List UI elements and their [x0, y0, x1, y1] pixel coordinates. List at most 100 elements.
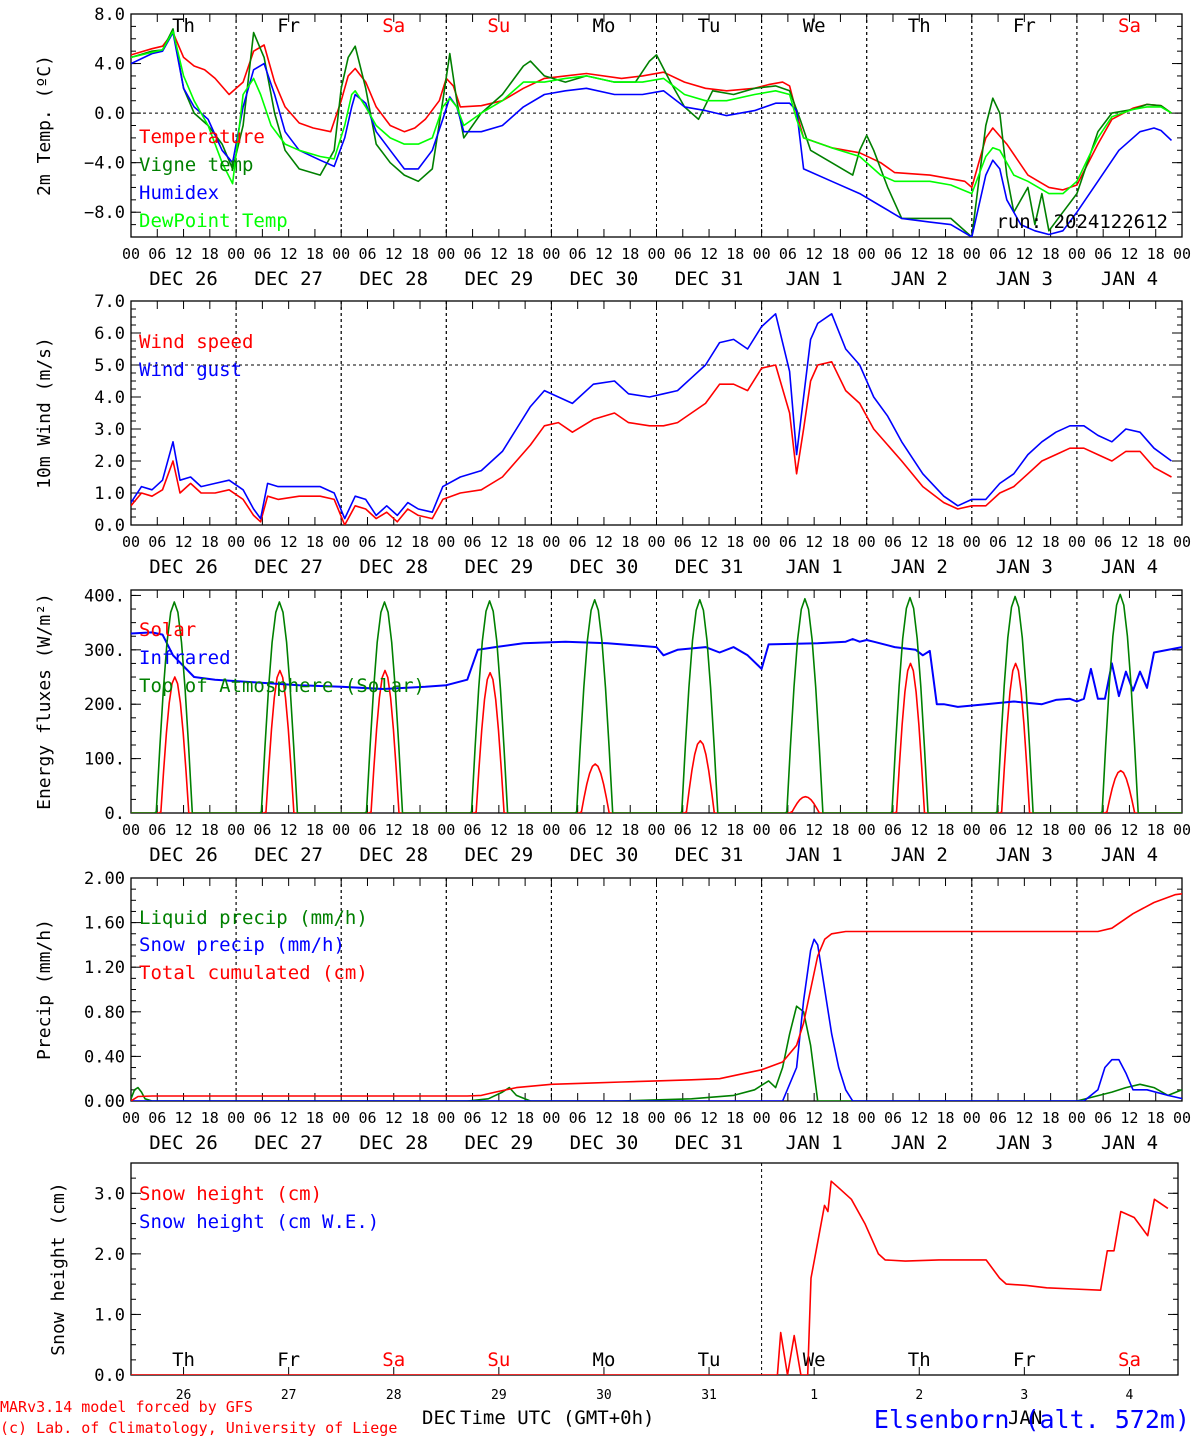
y-axis-label: Energy fluxes (W/m²) [34, 593, 55, 810]
x-hour-label: 00 [963, 245, 981, 263]
series-line-1 [131, 361, 1172, 525]
x-hour-label: 18 [306, 245, 324, 263]
series-line-4 [131, 30, 1172, 195]
x-hour-label: 00 [858, 821, 876, 839]
x-date-label: JAN 1 [786, 556, 843, 578]
y-tick-label: 0.00 [84, 1092, 125, 1112]
x-date-label: DEC 27 [254, 844, 323, 866]
x-hour-label: 18 [201, 533, 219, 551]
x-hour-label: 06 [569, 821, 587, 839]
x-hour-label: 12 [280, 1109, 298, 1127]
x-date-label: DEC 29 [465, 268, 534, 290]
x-hour-label: 06 [358, 533, 376, 551]
series-line-1 [131, 1005, 1182, 1101]
weekday-label: Mo [593, 1349, 616, 1371]
legend-label: Snow precip (mm/h) [139, 934, 345, 956]
x-hour-label: 06 [884, 533, 902, 551]
x-hour-label: 00 [647, 1109, 665, 1127]
x-hour-label: 00 [542, 533, 560, 551]
x-hour-label: 06 [884, 245, 902, 263]
weekday-label: We [803, 15, 826, 37]
weekday-label: Sa [382, 15, 405, 37]
y-tick-label: 0.0 [94, 516, 125, 536]
x-hour-label: 06 [1094, 245, 1112, 263]
x-hour-label: 06 [464, 245, 482, 263]
x-date-label: DEC 30 [570, 844, 639, 866]
x-date-label: JAN 2 [891, 1132, 948, 1154]
x-date-label: JAN 2 [891, 268, 948, 290]
x-hour-label: 18 [726, 1109, 744, 1127]
x-hour-label: 12 [595, 1109, 613, 1127]
x-date-label: JAN 2 [891, 844, 948, 866]
x-hour-label: 18 [306, 533, 324, 551]
y-axis-label: Snow height (cm) [48, 1182, 69, 1355]
x-hour-label: 12 [175, 821, 193, 839]
x-hour-label: 00 [332, 245, 350, 263]
x-hour-label: 06 [569, 533, 587, 551]
x-hour-label: 06 [569, 1109, 587, 1127]
x-hour-label: 12 [1015, 533, 1033, 551]
x-date-label: DEC 26 [149, 844, 218, 866]
series-line-3 [131, 893, 1182, 1101]
x-hour-label: 00 [122, 245, 140, 263]
x-hour-label: 12 [280, 821, 298, 839]
legend-label: Solar [139, 619, 196, 641]
x-day-number: 2 [915, 1388, 923, 1403]
y-tick-label: −8.0 [84, 203, 125, 223]
weekday-label: Fr [1013, 15, 1036, 37]
y-tick-label: 400. [84, 586, 125, 606]
x-date-label: JAN 3 [996, 844, 1053, 866]
x-hour-label: 18 [1042, 245, 1060, 263]
x-hour-label: 18 [936, 1109, 954, 1127]
y-tick-label: 2.0 [94, 452, 125, 472]
legend-label: Infrared [139, 647, 231, 669]
x-hour-label: 00 [1173, 1109, 1191, 1127]
x-hour-label: 12 [805, 821, 823, 839]
x-hour-label: 00 [1173, 533, 1191, 551]
x-date-label: DEC 29 [465, 1132, 534, 1154]
x-date-label: DEC 29 [465, 844, 534, 866]
footer-month-dec: DEC [422, 1407, 456, 1429]
x-hour-label: 18 [516, 533, 534, 551]
y-axis-label: 2m Temp. (ºC) [34, 55, 55, 196]
x-hour-label: 06 [779, 821, 797, 839]
x-day-number: 29 [491, 1388, 507, 1403]
x-hour-label: 06 [1094, 533, 1112, 551]
legend-label: Top of Atmosphere (Solar) [139, 675, 425, 697]
x-date-label: DEC 31 [675, 844, 744, 866]
x-hour-label: 06 [989, 533, 1007, 551]
x-hour-label: 00 [1068, 245, 1086, 263]
panel-2: 7.0 6.0 5.0 4.0 3.0 2.0 1.0 0.0 10m Wind (m/s) 00… [34, 292, 1191, 578]
y-tick-label: 0.0 [94, 104, 125, 124]
y-tick-label: 8.0 [94, 5, 125, 25]
x-hour-label: 18 [516, 1109, 534, 1127]
x-day-number: 27 [281, 1388, 297, 1403]
x-hour-label: 06 [674, 245, 692, 263]
y-tick-label: 3.0 [94, 1184, 125, 1204]
x-hour-label: 18 [1147, 1109, 1165, 1127]
x-hour-label: 12 [385, 821, 403, 839]
x-date-label: DEC 27 [254, 556, 323, 578]
x-hour-label: 06 [148, 533, 166, 551]
x-hour-label: 00 [122, 1109, 140, 1127]
y-tick-label: 4.0 [94, 55, 125, 75]
x-hour-label: 12 [910, 533, 928, 551]
y-tick-label: 100. [84, 750, 125, 770]
x-hour-label: 00 [437, 821, 455, 839]
x-hour-label: 06 [674, 821, 692, 839]
x-hour-label: 18 [726, 821, 744, 839]
y-tick-label: 1.60 [84, 914, 125, 934]
x-hour-label: 06 [148, 1109, 166, 1127]
x-hour-label: 06 [989, 1109, 1007, 1127]
x-hour-label: 12 [175, 1109, 193, 1127]
series-line-1 [131, 31, 1172, 191]
x-hour-label: 06 [674, 533, 692, 551]
x-hour-label: 18 [1147, 533, 1165, 551]
x-hour-label: 18 [831, 1109, 849, 1127]
x-day-number: 4 [1126, 1388, 1134, 1403]
x-hour-label: 00 [1068, 821, 1086, 839]
weekday-label: We [803, 1349, 826, 1371]
x-date-label: JAN 4 [1101, 1132, 1158, 1154]
